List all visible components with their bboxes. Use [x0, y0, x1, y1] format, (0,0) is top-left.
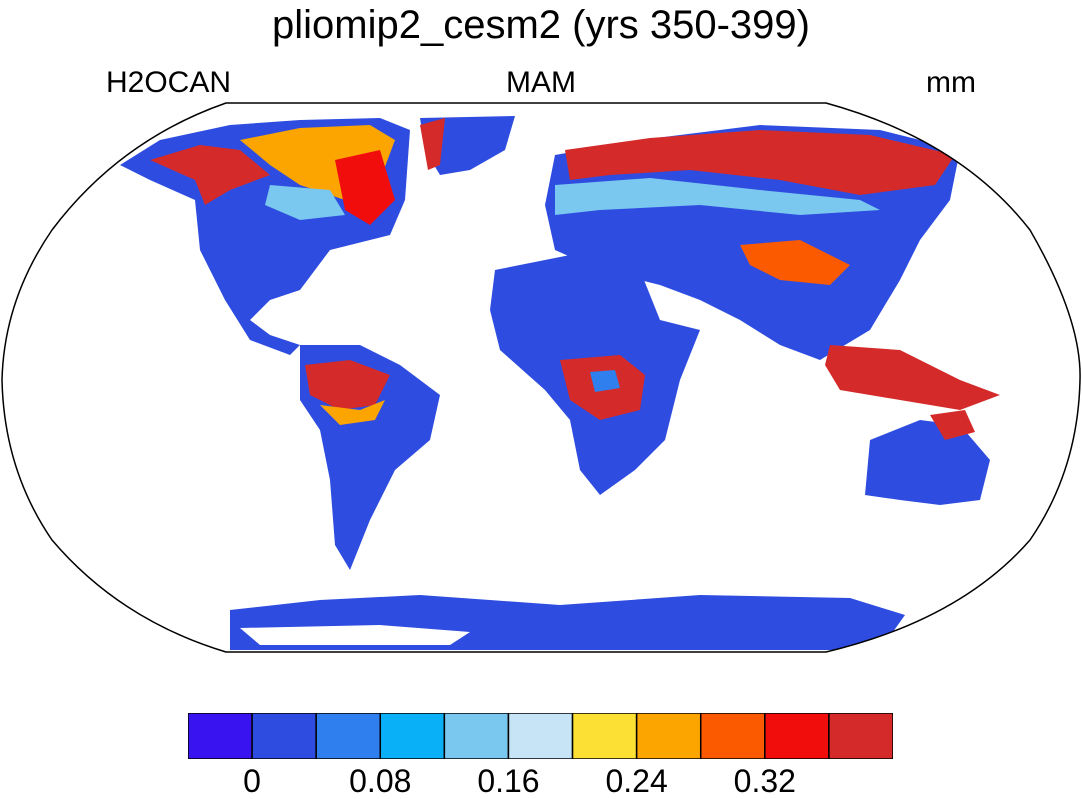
plot-title: pliomip2_cesm2 (yrs 350-399)	[271, 3, 810, 47]
colorbar-tick-label: 0.24	[605, 763, 668, 799]
antarctica-white	[240, 625, 470, 645]
map-boundary	[1, 102, 1081, 653]
amazon-orange	[320, 400, 385, 425]
australia-north	[930, 410, 975, 440]
colorbar-box-8	[699, 713, 766, 759]
variable-label: H2OCAN	[106, 66, 232, 99]
map-land-layer	[120, 116, 1000, 650]
colorbar-box-3	[379, 713, 446, 759]
eurasia-lightblue	[555, 178, 880, 215]
colorbar-box-0	[188, 713, 253, 759]
congo-core	[590, 370, 620, 392]
greenland-edge	[420, 118, 445, 170]
world-map	[1, 102, 1081, 653]
colorbar-box-1	[251, 713, 317, 759]
australia-land	[865, 420, 990, 505]
canada-lightblue	[265, 185, 345, 220]
colorbar	[188, 713, 893, 759]
north-america-high-band	[150, 145, 270, 205]
season-label: MAM	[506, 66, 576, 99]
maritime-high	[825, 345, 1000, 410]
colorbar-box-6	[571, 713, 638, 759]
greenland-land	[420, 116, 515, 175]
colorbar-box-5	[507, 713, 574, 759]
canada-red-band	[335, 150, 395, 225]
eurasia-boreal-high	[565, 130, 955, 195]
tibet-warm	[740, 240, 850, 285]
colorbar-tick-label: 0	[243, 763, 261, 799]
colorbar-tick-label: 0.32	[733, 763, 796, 799]
colorbar-tick-label: 0.08	[349, 763, 412, 799]
colorbar-box-10	[828, 713, 893, 759]
units-label: mm	[926, 66, 976, 99]
colorbar-box-2	[315, 713, 382, 759]
amazon-high	[305, 360, 390, 410]
colorbar-box-4	[443, 713, 510, 759]
colorbar-box-9	[764, 713, 830, 759]
colorbar-box-7	[635, 713, 702, 759]
colorbar-tick-label: 0.16	[477, 763, 540, 799]
